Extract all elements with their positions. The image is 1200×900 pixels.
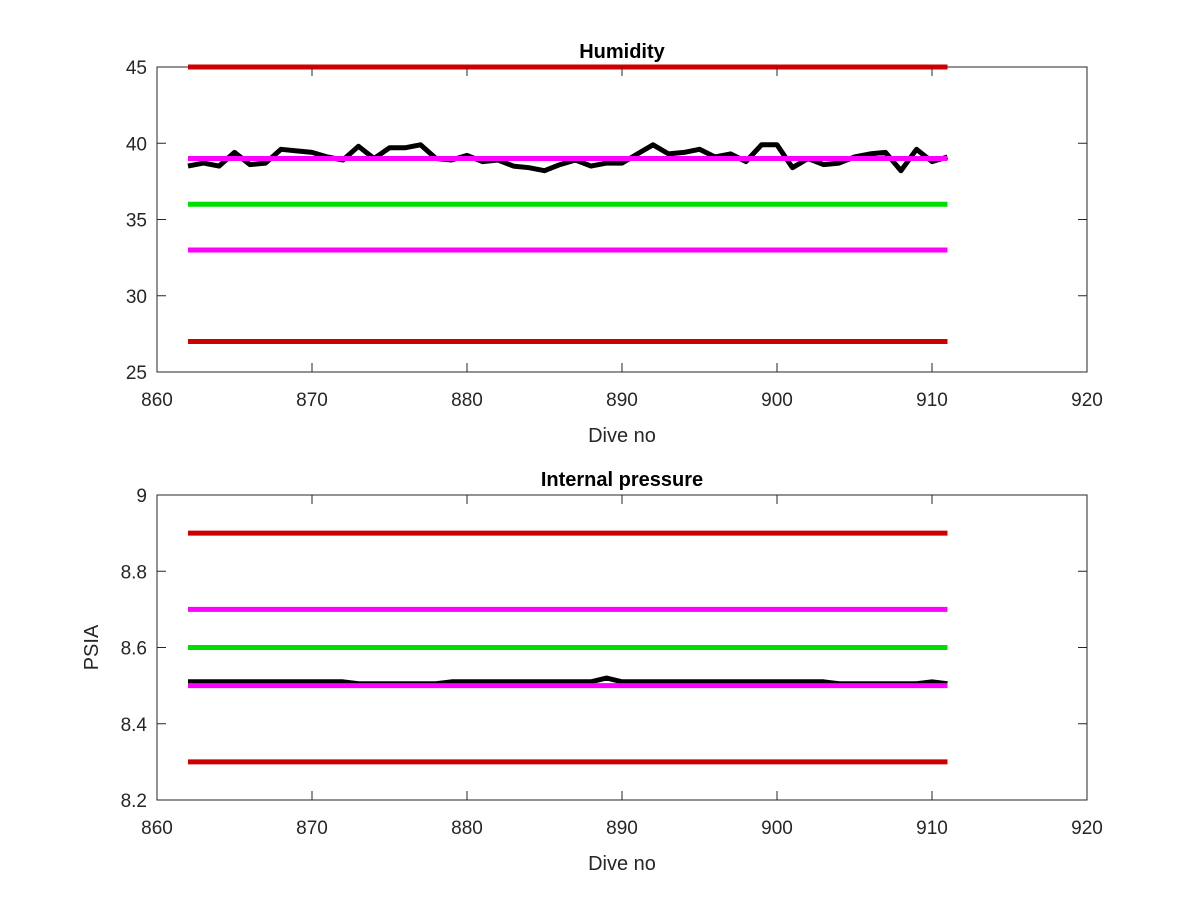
x-tick-label: 910 <box>916 818 948 839</box>
x-tick-label: 890 <box>606 390 638 411</box>
y-tick-label: 25 <box>126 363 147 384</box>
x-tick-label: 860 <box>141 818 173 839</box>
x-tick-label: 870 <box>296 390 328 411</box>
y-tick-label: 30 <box>126 287 147 308</box>
x-tick-label: 880 <box>451 390 483 411</box>
x-tick-label: 860 <box>141 390 173 411</box>
x-tick-label: 920 <box>1071 818 1103 839</box>
y-tick-label: 40 <box>126 134 147 155</box>
x-tick-label: 920 <box>1071 390 1103 411</box>
x-tick-label: 890 <box>606 818 638 839</box>
y-tick-label: 8.2 <box>121 791 147 812</box>
x-axis-label: Dive no <box>588 425 656 447</box>
y-tick-label: 8.8 <box>121 562 147 583</box>
y-tick-label: 45 <box>126 58 147 79</box>
y-tick-label: 35 <box>126 211 147 232</box>
series-group <box>187 64 949 344</box>
series-line-5 <box>188 675 948 687</box>
x-axis-label: Dive no <box>588 853 656 875</box>
chart-title: Internal pressure <box>541 469 703 491</box>
x-tick-label: 880 <box>451 818 483 839</box>
subplots: 860 870 880 890 900 910 920 25 30 35 40 45 Humidity D… <box>81 41 1103 875</box>
y-axis-label: PSIA <box>81 624 103 670</box>
x-tick-label: 870 <box>296 818 328 839</box>
axes-box <box>156 66 1088 373</box>
series-line-5 <box>187 142 949 174</box>
y-tick-label: 8.4 <box>121 715 148 736</box>
x-tick-label: 900 <box>761 818 793 839</box>
x-tick-label: 910 <box>916 390 948 411</box>
series-group <box>188 530 948 765</box>
chart-title: Humidity <box>579 41 665 63</box>
y-tick-label: 9 <box>136 486 147 507</box>
subplot-1: 860 870 880 890 900 910 920 25 30 35 40 45 Humidity D… <box>126 41 1103 447</box>
subplot-2: 860 870 880 890 900 910 920 8.2 8.4 8.6 8.8 9 Intern… <box>81 469 1103 875</box>
x-tick-label: 900 <box>761 390 793 411</box>
y-tick-label: 8.6 <box>121 639 147 660</box>
